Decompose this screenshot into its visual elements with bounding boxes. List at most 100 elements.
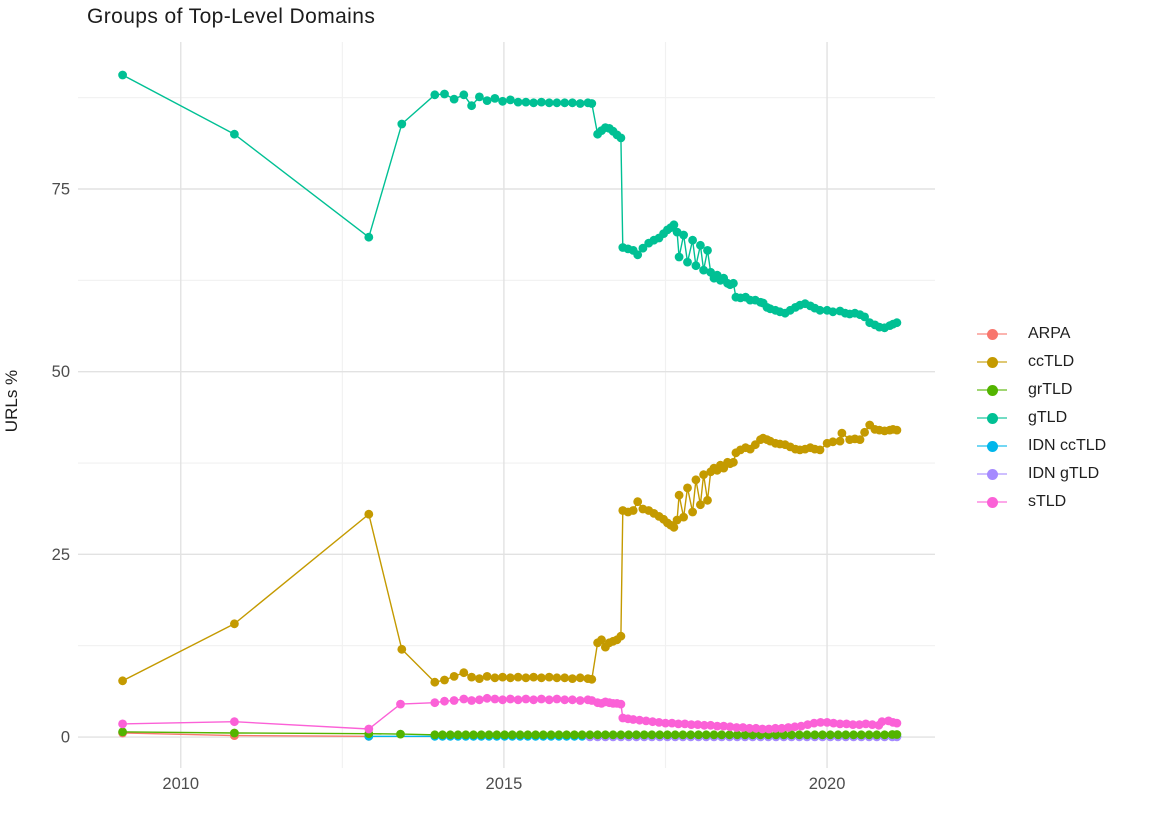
data-point-gTLD	[696, 240, 705, 250]
data-point-sTLD	[364, 724, 374, 734]
data-point-ccTLD	[552, 673, 562, 683]
data-point-gTLD	[568, 98, 577, 108]
data-point-sTLD	[513, 695, 523, 705]
legend-key-icon	[977, 495, 1007, 509]
data-point-ccTLD	[703, 495, 712, 505]
data-point-sTLD	[537, 694, 546, 704]
series-gTLD	[118, 70, 902, 333]
legend-item-IDN-gTLD: IDN gTLD	[977, 460, 1106, 488]
data-point-grTLD	[717, 730, 727, 740]
data-point-sTLD	[635, 715, 644, 725]
data-point-grTLD	[585, 730, 595, 740]
data-point-ccTLD	[430, 677, 440, 687]
data-point-grTLD	[523, 730, 533, 740]
data-point-sTLD	[712, 721, 722, 731]
data-point-grTLD	[825, 730, 835, 740]
data-point-grTLD	[507, 730, 517, 740]
legend-label: grTLD	[1028, 381, 1073, 398]
series-sTLD	[118, 693, 902, 734]
legend-key-dot	[987, 329, 998, 340]
legend: ARPA ccTLD grTLD gTLD IDN ccTLD IDN gTLD sTLD	[977, 320, 1106, 516]
data-point-grTLD	[686, 730, 696, 740]
data-point-ccTLD	[828, 437, 838, 447]
data-point-ccTLD	[815, 445, 825, 455]
legend-key-icon	[977, 439, 1007, 453]
legend-label: IDN gTLD	[1028, 465, 1100, 482]
data-point-gTLD	[729, 278, 738, 288]
data-point-ccTLD	[467, 672, 476, 682]
data-point-sTLD	[552, 694, 562, 704]
data-point-sTLD	[771, 723, 780, 733]
data-point-sTLD	[616, 699, 626, 709]
data-point-sTLD	[892, 718, 902, 728]
data-point-grTLD	[787, 730, 796, 740]
data-point-grTLD	[632, 730, 641, 740]
data-point-grTLD	[430, 730, 440, 740]
data-point-gTLD	[633, 250, 643, 260]
data-point-sTLD	[482, 693, 492, 703]
data-point-gTLD	[575, 99, 585, 108]
series-line-gTLD	[122, 74, 898, 329]
data-point-grTLD	[740, 730, 750, 740]
data-point-sTLD	[475, 695, 484, 705]
data-point-grTLD	[230, 728, 239, 738]
data-point-grTLD	[670, 730, 680, 740]
legend-key-icon	[977, 327, 1007, 341]
data-point-gTLD	[679, 230, 688, 240]
data-point-sTLD	[506, 694, 515, 704]
data-point-sTLD	[835, 719, 845, 729]
data-point-ccTLD	[475, 674, 484, 683]
data-point-ccTLD	[628, 506, 638, 515]
data-point-ccTLD	[837, 428, 847, 438]
data-point-gTLD	[552, 98, 562, 108]
data-point-gTLD	[521, 97, 531, 107]
series-ARPA	[118, 728, 374, 741]
data-point-sTLD	[842, 719, 851, 729]
data-point-grTLD	[461, 730, 471, 740]
data-point-sTLD	[867, 720, 877, 729]
legend-key-icon	[977, 411, 1007, 425]
data-point-sTLD	[641, 716, 651, 726]
data-point-sTLD	[877, 717, 887, 727]
chart-title: Groups of Top-Level Domains	[87, 5, 376, 28]
data-point-grTLD	[810, 730, 820, 740]
data-point-sTLD	[777, 723, 787, 733]
legend-key-dot	[987, 497, 998, 508]
data-point-ccTLD	[688, 507, 697, 517]
gridlines	[78, 42, 935, 768]
data-point-gTLD	[616, 133, 626, 143]
data-point-ccTLD	[506, 673, 515, 683]
data-point-sTLD	[459, 694, 469, 704]
data-point-gTLD	[815, 305, 825, 315]
legend-item-IDN-ccTLD: IDN ccTLD	[977, 432, 1106, 460]
data-point-sTLD	[758, 724, 767, 734]
data-point-grTLD	[864, 730, 874, 740]
data-point-ccTLD	[835, 436, 845, 446]
data-point-sTLD	[230, 717, 239, 727]
data-point-grTLD	[802, 730, 812, 740]
data-point-gTLD	[860, 312, 869, 322]
data-point-ccTLD	[498, 672, 507, 682]
data-point-ccTLD	[449, 672, 459, 681]
data-point-ccTLD	[568, 674, 577, 683]
data-point-gTLD	[638, 243, 648, 253]
data-point-ccTLD	[691, 475, 701, 485]
data-point-gTLD	[560, 98, 570, 108]
data-point-ccTLD	[696, 500, 705, 510]
data-point-sTLD	[745, 723, 754, 733]
data-point-sTLD	[822, 718, 832, 727]
data-point-grTLD	[469, 730, 478, 740]
legend-key-dot	[987, 357, 998, 368]
y-tick-label-25: 25	[52, 546, 70, 564]
y-axis-title: URLs %	[2, 369, 21, 433]
data-point-grTLD	[725, 730, 734, 740]
data-point-gTLD	[703, 246, 712, 255]
data-point-sTLD	[861, 719, 871, 729]
data-point-sTLD	[521, 694, 531, 704]
data-point-gTLD	[683, 257, 692, 267]
data-point-sTLD	[560, 695, 570, 705]
data-point-sTLD	[829, 718, 838, 728]
data-point-grTLD	[476, 730, 486, 740]
data-point-sTLD	[680, 719, 690, 729]
